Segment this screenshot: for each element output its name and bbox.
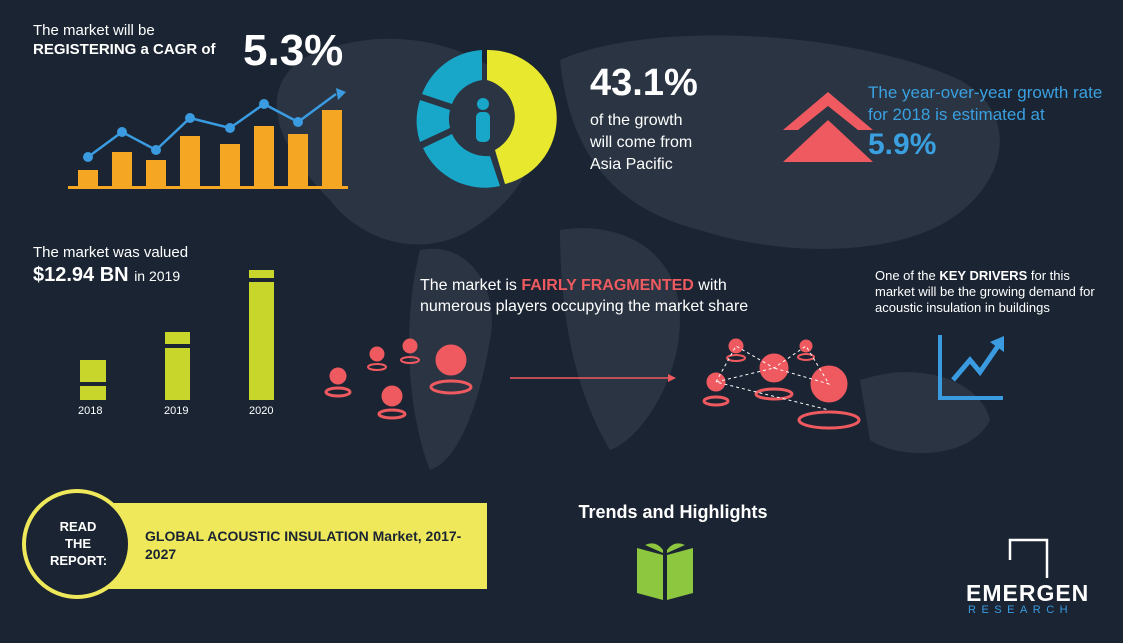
text: numerous players occupying the market sh… <box>420 298 749 315</box>
highlight: KEY DRIVERS <box>939 268 1028 283</box>
text: One of the <box>875 268 936 283</box>
cagr-label: REGISTERING a CAGR of <box>33 41 216 58</box>
arrow-head <box>668 374 676 382</box>
report-circle <box>22 489 132 599</box>
yoy-value: 5.9% <box>868 128 937 161</box>
text: with <box>698 277 727 294</box>
year-label: 2020 <box>249 405 274 417</box>
drivers-text: One of the KEY DRIVERS for this market w… <box>875 268 1105 316</box>
fragmented-text: The market is FAIRLY FRAGMENTED with num… <box>420 275 748 317</box>
report-box <box>105 503 487 589</box>
report-cta[interactable]: READ THE REPORT: <box>50 519 108 568</box>
text: for this market will be the growing dema… <box>875 268 1095 315</box>
cagr-intro: The market will be <box>33 22 155 39</box>
logo-sub: RESEARCH <box>968 604 1074 616</box>
year-label: 2018 <box>78 405 103 417</box>
cagr-value: 5.3% <box>243 26 344 75</box>
world-map <box>276 35 1000 470</box>
valuation-bars <box>80 270 274 400</box>
valuation-intro: The market was valued <box>33 244 189 261</box>
network-lines <box>715 345 831 411</box>
yoy-text: The year-over-year growth rate for 2018 … <box>868 83 1103 124</box>
year-label: 2019 <box>164 405 189 417</box>
growth-line: of the growth <box>590 112 683 129</box>
logo-name: EMERGEN <box>966 580 1090 606</box>
valuation-value: $12.94 BN <box>33 264 129 286</box>
growth-value: 43.1% <box>590 62 698 104</box>
section-title: Trends and Highlights <box>578 502 768 522</box>
book-icon <box>637 543 693 600</box>
valuation: $12.94 BN in 2019 <box>33 264 180 287</box>
valuation-year: in 2019 <box>134 268 181 284</box>
text: The market is <box>420 277 517 294</box>
report-title[interactable]: GLOBAL ACOUSTIC INSULATION Market, 2017-… <box>145 528 462 562</box>
logo-mark <box>1008 538 1049 578</box>
growth-line: Asia Pacific <box>590 156 673 173</box>
highlight: FAIRLY FRAGMENTED <box>521 277 694 294</box>
up-chevrons <box>783 92 873 162</box>
growth-chart-icon <box>68 88 348 189</box>
growth-text: of the growth will come from Asia Pacifi… <box>590 110 692 176</box>
growth-line: will come from <box>590 134 693 151</box>
donut-icon <box>416 49 557 188</box>
drivers-icon <box>938 335 1004 400</box>
